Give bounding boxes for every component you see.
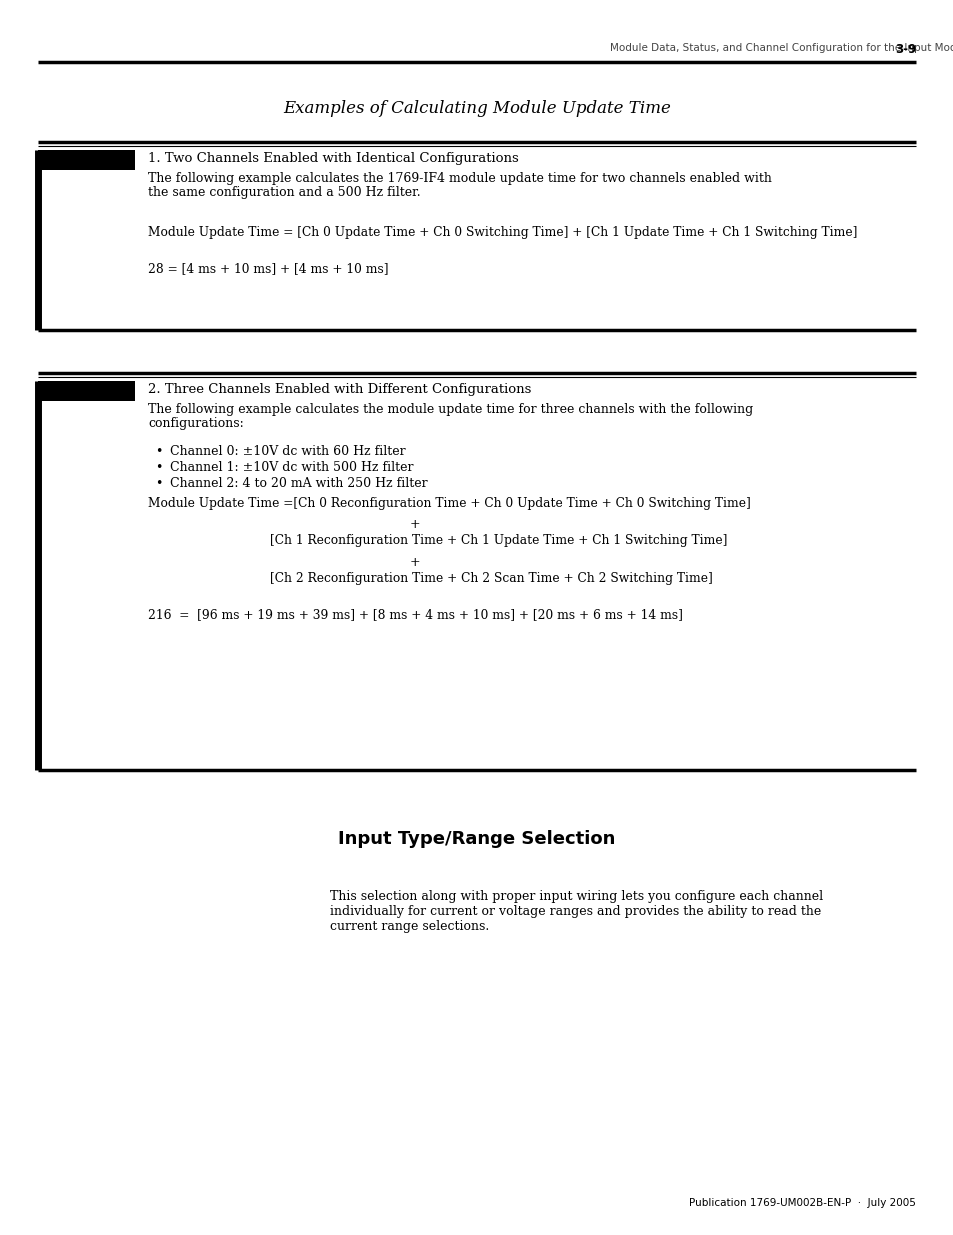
Text: Module Update Time = [Ch 0 Update Time + Ch 0 Switching Time] + [Ch 1 Update Tim: Module Update Time = [Ch 0 Update Time +… [148,226,857,240]
Text: Channel 1: ±10V dc with 500 Hz filter: Channel 1: ±10V dc with 500 Hz filter [170,461,413,474]
Text: Module Update Time =[Ch 0 Reconfiguration Time + Ch 0 Update Time + Ch 0 Switchi: Module Update Time =[Ch 0 Reconfiguratio… [148,496,750,510]
Text: Module Data, Status, and Channel Configuration for the Input Modules: Module Data, Status, and Channel Configu… [609,43,953,53]
Text: +: + [409,517,420,531]
Text: 216  =  [96 ms + 19 ms + 39 ms] + [8 ms + 4 ms + 10 ms] + [20 ms + 6 ms + 14 ms]: 216 = [96 ms + 19 ms + 39 ms] + [8 ms + … [148,608,682,621]
Text: Channel 0: ±10V dc with 60 Hz filter: Channel 0: ±10V dc with 60 Hz filter [170,445,405,458]
Text: current range selections.: current range selections. [330,920,489,932]
Text: •: • [154,445,162,458]
Text: EXAMPLE: EXAMPLE [55,382,117,395]
Text: 1. Two Channels Enabled with Identical Configurations: 1. Two Channels Enabled with Identical C… [148,152,518,165]
Text: EXAMPLE: EXAMPLE [55,151,117,164]
Text: Examples of Calculating Module Update Time: Examples of Calculating Module Update Ti… [283,100,670,117]
Text: configurations:: configurations: [148,417,244,430]
Text: •: • [154,477,162,490]
Text: This selection along with proper input wiring lets you configure each channel: This selection along with proper input w… [330,890,822,903]
Text: 28 = [4 ms + 10 ms] + [4 ms + 10 ms]: 28 = [4 ms + 10 ms] + [4 ms + 10 ms] [148,262,388,275]
Text: +: + [409,556,420,569]
Bar [38,382,135,401]
Text: The following example calculates the module update time for three channels with : The following example calculates the mod… [148,403,753,416]
Text: [Ch 1 Reconfiguration Time + Ch 1 Update Time + Ch 1 Switching Time]: [Ch 1 Reconfiguration Time + Ch 1 Update… [270,534,726,547]
Text: Publication 1769-UM002B-EN-P  ·  July 2005: Publication 1769-UM002B-EN-P · July 2005 [688,1198,915,1208]
Text: The following example calculates the 1769-IF4 module update time for two channel: The following example calculates the 176… [148,172,771,185]
Text: 2. Three Channels Enabled with Different Configurations: 2. Three Channels Enabled with Different… [148,383,531,396]
Text: individually for current or voltage ranges and provides the ability to read the: individually for current or voltage rang… [330,905,821,918]
Text: the same configuration and a 500 Hz filter.: the same configuration and a 500 Hz filt… [148,186,420,199]
Text: 3-9: 3-9 [894,43,915,56]
Text: Input Type/Range Selection: Input Type/Range Selection [338,830,615,848]
Bar [38,149,135,170]
Text: •: • [154,461,162,474]
Text: [Ch 2 Reconfiguration Time + Ch 2 Scan Time + Ch 2 Switching Time]: [Ch 2 Reconfiguration Time + Ch 2 Scan T… [270,572,712,585]
Text: Channel 2: 4 to 20 mA with 250 Hz filter: Channel 2: 4 to 20 mA with 250 Hz filter [170,477,427,490]
